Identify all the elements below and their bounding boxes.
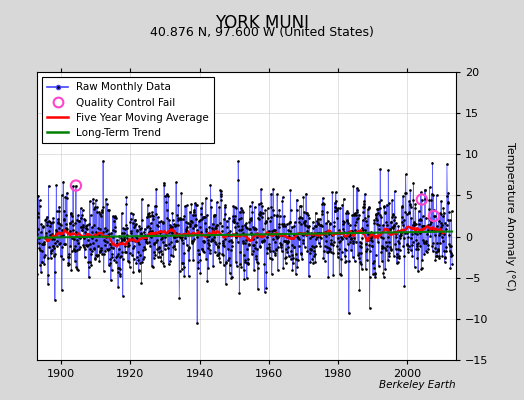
Text: 40.876 N, 97.600 W (United States): 40.876 N, 97.600 W (United States) xyxy=(150,26,374,39)
Text: Berkeley Earth: Berkeley Earth xyxy=(379,380,456,390)
Text: YORK MUNI: YORK MUNI xyxy=(215,14,309,32)
Point xyxy=(72,182,80,189)
Point xyxy=(430,213,438,219)
Y-axis label: Temperature Anomaly (°C): Temperature Anomaly (°C) xyxy=(505,142,515,290)
Legend: Raw Monthly Data, Quality Control Fail, Five Year Moving Average, Long-Term Tren: Raw Monthly Data, Quality Control Fail, … xyxy=(42,77,214,143)
Point xyxy=(418,196,426,203)
